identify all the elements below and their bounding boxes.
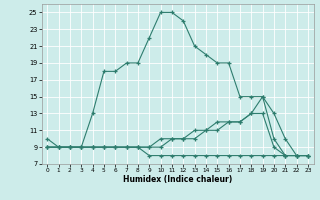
X-axis label: Humidex (Indice chaleur): Humidex (Indice chaleur) (123, 175, 232, 184)
